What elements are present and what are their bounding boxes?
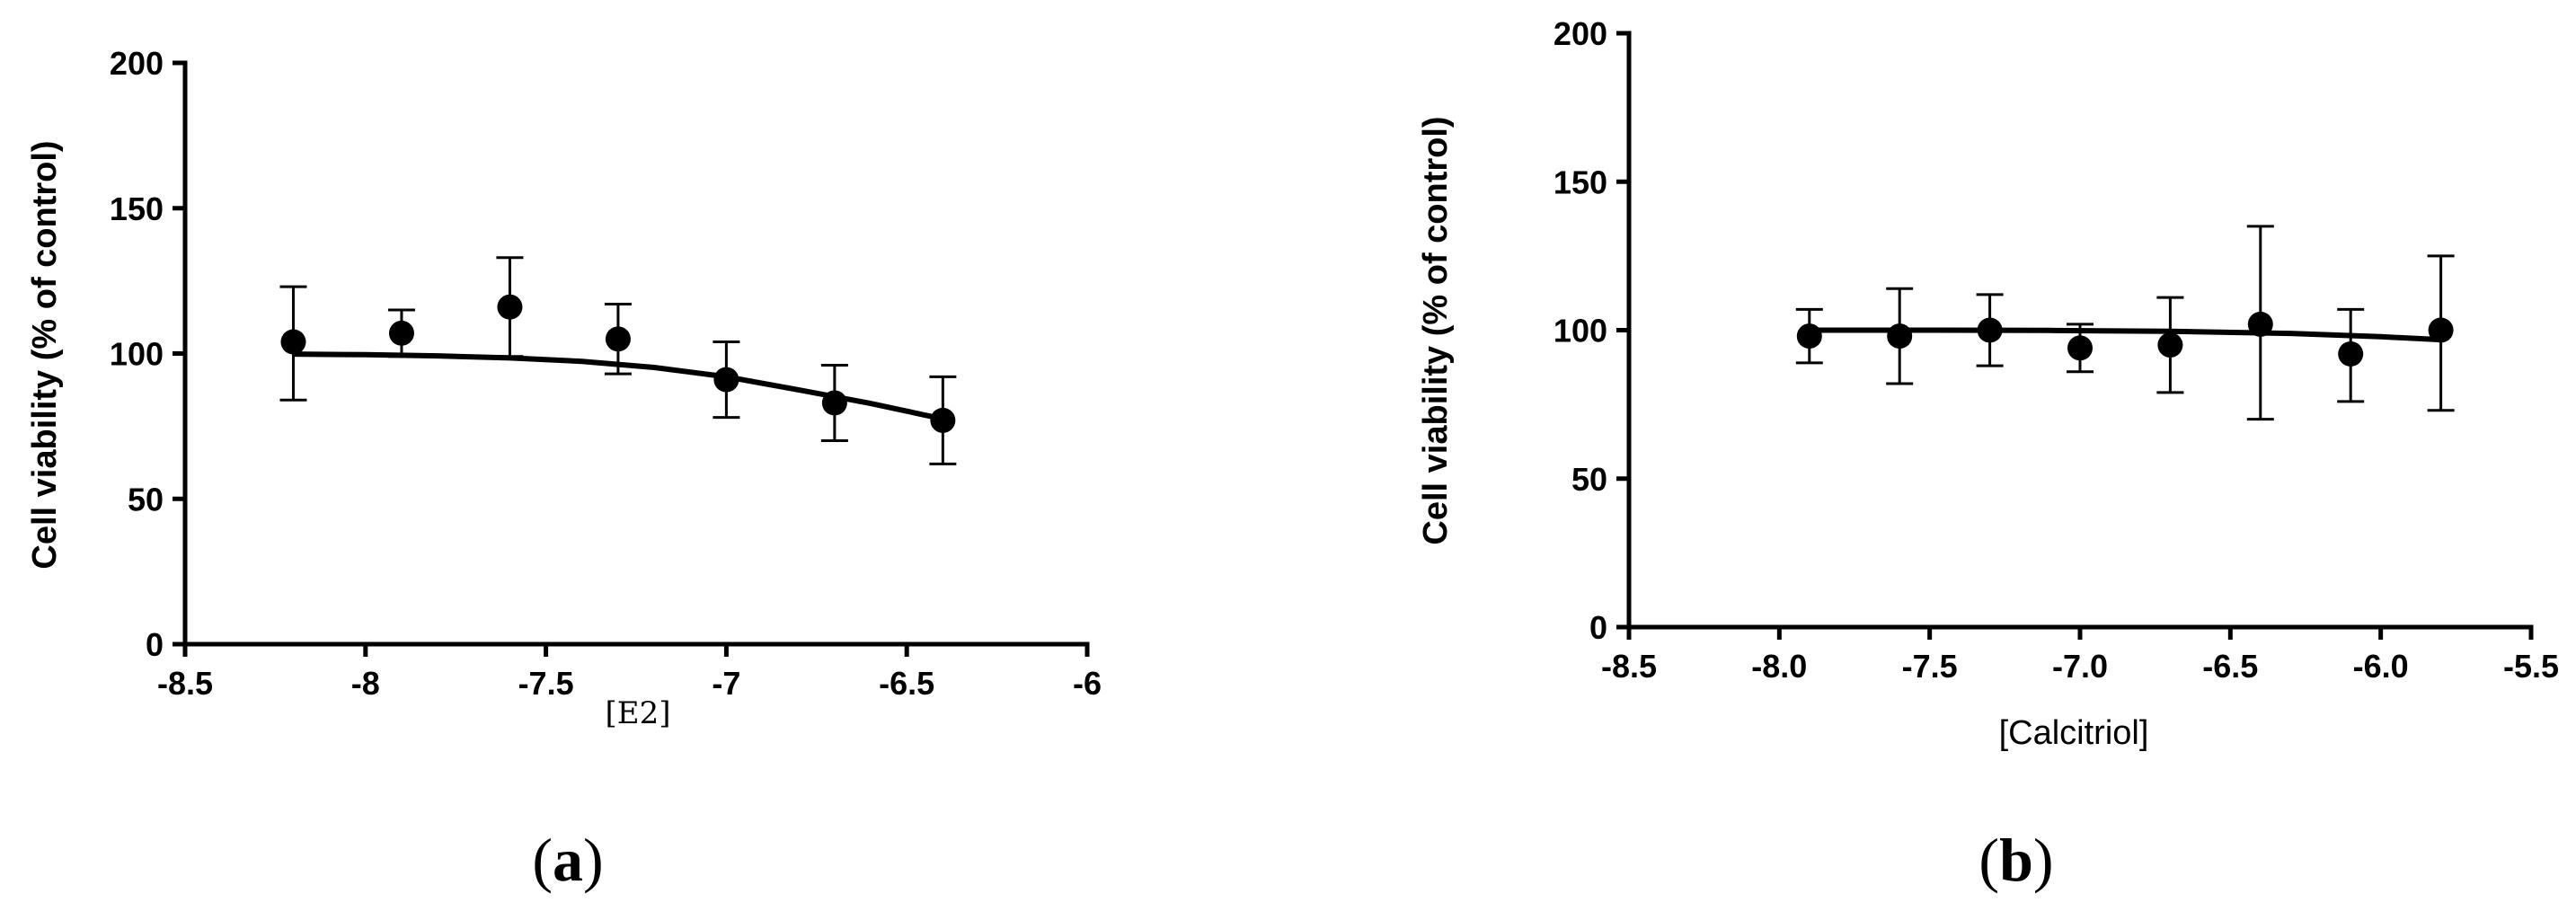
panel-a-y-tick-label: 50 [128, 481, 164, 517]
panel-a-label-open: ( [532, 826, 553, 894]
panel-a-x-tick-label: -8 [351, 665, 380, 702]
panel-b-data-point [2157, 332, 2183, 358]
panel-a-label: (a) [532, 826, 603, 894]
panel-b-x-tick-label: -6.0 [2353, 648, 2409, 685]
panel-a-x-tick-label: -7 [712, 665, 740, 702]
panel-b-label-open: ( [1978, 826, 1999, 894]
panel-a-data-point [713, 367, 739, 393]
panel-a-chart: 0 50 100 150 200 -8.5 -8 -7.5 -7 -6.5 -6 Cell via… [26, 45, 1102, 894]
panel-b-x-tick-label: -8.0 [1751, 648, 1807, 685]
panel-b-x-tick-label: -6.5 [2202, 648, 2258, 685]
panel-b-data-point [1977, 317, 2003, 343]
panel-a-y-tick-label: 0 [146, 626, 164, 663]
panel-b-x-axis-label: [Calcitriol] [1999, 714, 2149, 752]
panel-a-data-point [605, 326, 631, 352]
panel-a-data-point [497, 294, 523, 320]
panel-b-label-letter: b [1999, 826, 2033, 894]
panel-a-y-axis-label: Cell viability (% of control) [26, 140, 64, 569]
panel-a-data-point [388, 320, 414, 346]
panel-b-y-tick-label: 100 [1554, 313, 1607, 349]
panel-a-label-close: ) [583, 826, 604, 894]
panel-b-y-tick-label: 0 [1589, 609, 1607, 646]
panel-a-data-point [930, 407, 956, 433]
panel-a-y-tick-label: 200 [110, 45, 164, 82]
panel-a-data-point [821, 390, 847, 416]
panel-b-chart: 0 50 100 150 200 -8.5 -8.0 -7.5 -7.0 -6.5 -6.0 -5.… [1417, 15, 2559, 894]
panel-a-label-letter: a [553, 826, 583, 894]
panel-b-label: (b) [1978, 826, 2053, 894]
panel-b-x-tick-label: -8.5 [1601, 648, 1657, 685]
panel-b-data-point [2338, 341, 2364, 367]
panel-b-data-point [2247, 311, 2273, 337]
panel-b-x-tick-label: -7.5 [1902, 648, 1958, 685]
panel-a-x-tick-label: -8.5 [157, 665, 213, 702]
panel-b-data-point [1887, 323, 1913, 349]
panel-a-y-tick-label: 150 [110, 190, 164, 227]
panel-b-data-point [1796, 323, 1822, 349]
panel-b-y-tick-label: 150 [1554, 164, 1607, 200]
panel-a-x-axis-label: [E2] [606, 695, 671, 731]
panel-b-label-close: ) [2033, 826, 2054, 894]
panel-b-x-tick-label: -7.0 [2052, 648, 2108, 685]
panel-b-data-point [2067, 335, 2093, 361]
panel-b-y-tick-label: 200 [1554, 15, 1607, 52]
panel-b-y-axis-label: Cell viability (% of control) [1417, 116, 1455, 544]
panel-b-y-tick-label: 50 [1571, 461, 1607, 498]
panel-a-x-tick-label: -6.5 [879, 665, 934, 702]
panel-b-x-tick-label: -5.5 [2503, 648, 2559, 685]
panel-a-y-tick-label: 100 [110, 336, 164, 373]
panel-a-x-tick-label: -6 [1073, 665, 1102, 702]
panel-b-data-point [2428, 317, 2454, 343]
panel-a-x-tick-label: -7.5 [518, 665, 574, 702]
panel-a-data-point [280, 329, 306, 355]
